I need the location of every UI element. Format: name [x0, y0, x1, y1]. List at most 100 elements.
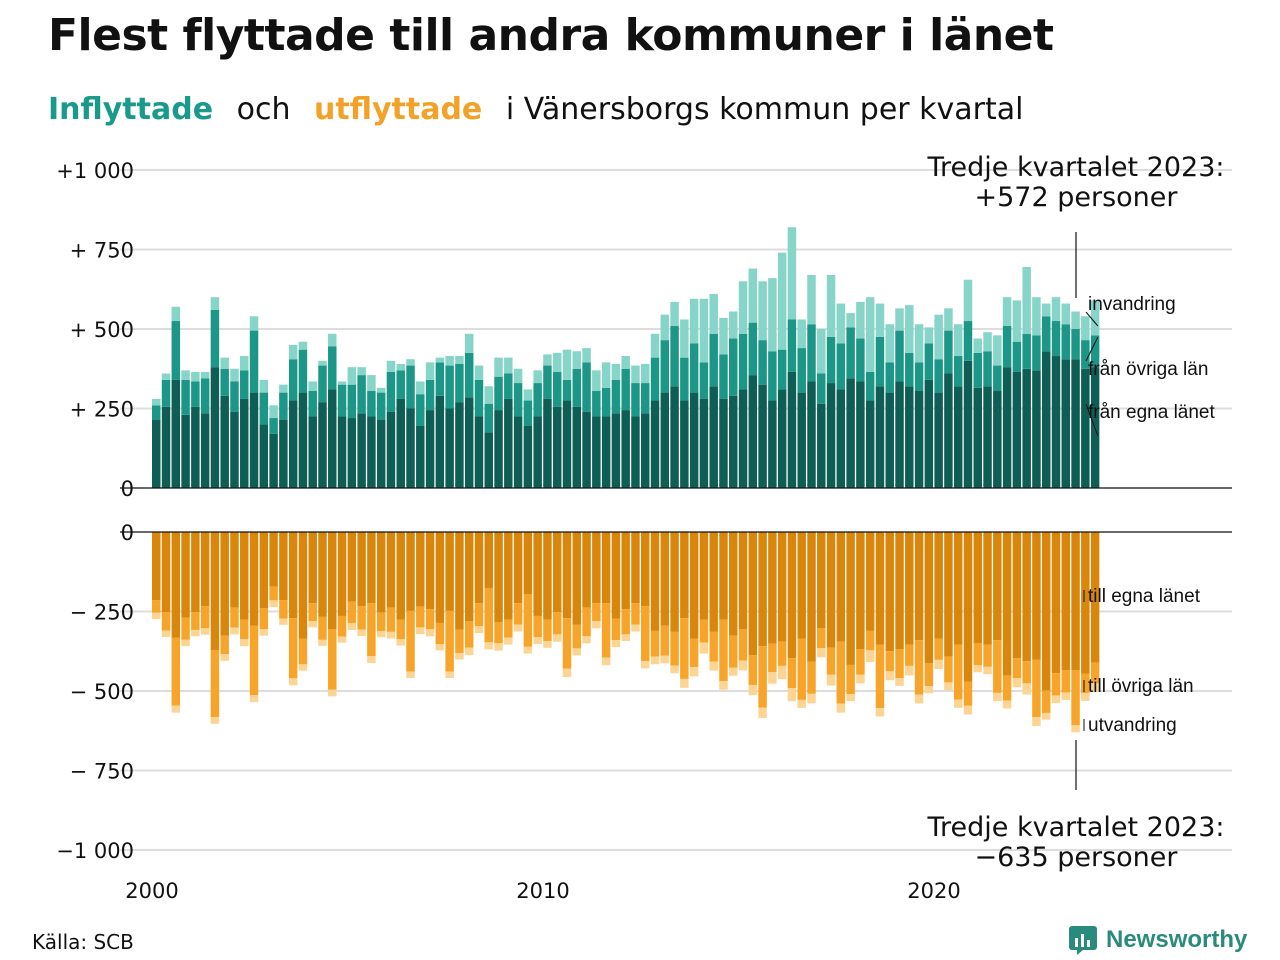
- bar-out-other: [1081, 673, 1090, 694]
- bar-in-immig: [1012, 300, 1022, 342]
- bar-out-other: [582, 607, 591, 637]
- bar-out-other: [660, 625, 670, 656]
- bar-out-local: [269, 532, 278, 587]
- bar-out-other: [474, 603, 484, 627]
- bar-out-other: [240, 619, 249, 640]
- bar-out-local: [191, 532, 200, 613]
- bar-out-other: [279, 600, 288, 619]
- bar-in-immig: [963, 279, 973, 322]
- y-tick-label: − 500: [70, 680, 134, 704]
- bar-out-other: [494, 621, 503, 644]
- y-tick-label: − 250: [70, 601, 134, 625]
- bar-in-local: [865, 400, 875, 488]
- bar-in-immig: [826, 274, 836, 337]
- bar-in-immig: [660, 314, 670, 341]
- bar-in-other: [1041, 316, 1051, 352]
- bar-in-immig: [474, 365, 484, 380]
- bar-in-local: [1032, 370, 1041, 488]
- bar-out-local: [905, 532, 914, 645]
- bar-in-immig: [787, 227, 797, 320]
- bar-in-local: [699, 398, 709, 488]
- bar-out-local: [464, 532, 474, 622]
- bar-in-immig: [504, 357, 513, 374]
- bar-in-other: [807, 324, 816, 382]
- bar-out-emig: [963, 705, 973, 715]
- bar-out-emig: [464, 647, 474, 656]
- bar-out-local: [1061, 532, 1071, 671]
- bar-out-other: [543, 619, 552, 642]
- bar-out-local: [1051, 532, 1061, 674]
- bar-out-emig: [895, 678, 904, 686]
- bar-out-emig: [582, 636, 591, 644]
- subtitle-and: och: [236, 92, 291, 127]
- bar-out-emig: [631, 624, 640, 632]
- bar-out-other: [220, 635, 229, 655]
- bar-out-other: [592, 603, 601, 622]
- bar-out-emig: [885, 671, 894, 681]
- bar-in-other: [337, 384, 347, 417]
- bar-in-other: [396, 370, 405, 399]
- bar-out-emig: [337, 636, 347, 643]
- bar-out-emig: [905, 665, 914, 676]
- bar-out-emig: [240, 639, 249, 647]
- bar-in-immig: [719, 317, 728, 355]
- bar-in-other: [504, 373, 513, 399]
- bar-out-emig: [993, 692, 1002, 702]
- bar-in-local: [905, 386, 914, 488]
- bar-out-emig: [836, 703, 846, 713]
- bar-in-local: [650, 400, 660, 488]
- bar-out-emig: [230, 627, 239, 635]
- bar-out-local: [738, 532, 748, 629]
- bar-out-emig: [523, 646, 533, 654]
- bar-out-other: [533, 615, 542, 638]
- bar-out-local: [298, 532, 308, 639]
- bar-out-emig: [504, 637, 513, 645]
- bar-out-emig: [738, 660, 748, 671]
- y-tick-label: + 250: [70, 398, 134, 422]
- bar-in-immig: [944, 308, 953, 331]
- y-tick-label: − 750: [70, 760, 134, 784]
- bar-in-immig: [543, 354, 552, 366]
- bar-out-other: [484, 587, 493, 643]
- bar-in-immig: [699, 298, 709, 363]
- bar-out-emig: [416, 627, 425, 635]
- bar-out-emig: [777, 665, 787, 680]
- bar-in-immig: [895, 308, 904, 331]
- bar-in-immig: [670, 301, 679, 326]
- bar-out-emig: [1071, 725, 1080, 733]
- bar-out-emig: [1012, 678, 1022, 688]
- bar-out-local: [288, 532, 298, 619]
- bar-in-other: [641, 383, 650, 414]
- bar-out-other: [504, 619, 513, 638]
- bar-in-local: [533, 416, 542, 488]
- bar-in-other: [367, 391, 376, 417]
- bar-out-other: [572, 624, 582, 649]
- bar-out-other: [376, 612, 386, 632]
- bar-in-local: [523, 425, 533, 488]
- bar-in-other: [738, 333, 748, 390]
- bar-out-local: [249, 532, 259, 626]
- bar-in-local: [807, 381, 816, 488]
- bar-in-immig: [259, 379, 269, 393]
- bar-out-other: [523, 594, 533, 647]
- bar-out-local: [220, 532, 229, 636]
- bar-out-local: [953, 532, 963, 645]
- bar-out-other: [924, 663, 934, 687]
- bar-in-immig: [406, 359, 415, 366]
- bar-in-other: [689, 343, 699, 393]
- bar-out-local: [318, 532, 327, 617]
- bar-in-other: [425, 379, 435, 411]
- bar-in-other: [1012, 341, 1022, 372]
- bar-out-emig: [807, 693, 816, 704]
- bar-in-other: [670, 325, 679, 387]
- bar-out-local: [367, 532, 376, 604]
- bar-in-other: [318, 365, 327, 403]
- bar-in-immig: [924, 327, 934, 344]
- bar-in-local: [435, 395, 445, 488]
- bar-out-local: [445, 532, 454, 611]
- bar-in-other: [386, 371, 396, 412]
- bar-out-emig: [826, 674, 836, 686]
- bar-in-other: [709, 333, 718, 387]
- bar-in-other: [914, 362, 924, 392]
- bar-in-immig: [240, 356, 249, 371]
